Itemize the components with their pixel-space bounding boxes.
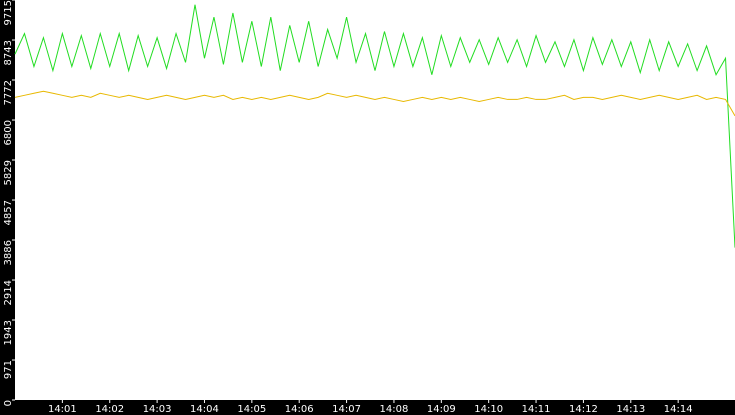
y-tick-label: 7772 [3, 80, 14, 105]
y-tick-label: 0 [3, 400, 14, 406]
x-tick-label: 14:08 [380, 404, 409, 415]
x-tick-label: 14:12 [569, 404, 598, 415]
x-tick-label: 14:07 [332, 404, 361, 415]
x-tick-label: 14:14 [664, 404, 693, 415]
x-tick-label: 14:02 [95, 404, 124, 415]
x-tick-label: 14:13 [616, 404, 645, 415]
x-tick-label: 14:10 [474, 404, 503, 415]
y-tick-label: 5829 [3, 160, 14, 185]
y-tick-label: 971 [3, 360, 14, 379]
y-tick-label: 3886 [3, 240, 14, 265]
x-tick-label: 14:01 [48, 404, 77, 415]
x-tick-label: 14:06 [285, 404, 314, 415]
series-line [14, 90, 735, 117]
y-tick-label: 8743 [3, 40, 14, 65]
x-tick-label: 14:05 [237, 404, 266, 415]
x-tick-label: 14:11 [522, 404, 551, 415]
x-tick-label: 14:04 [190, 404, 219, 415]
x-tick-label: 14:09 [427, 404, 456, 415]
y-tick-label: 6800 [3, 120, 14, 145]
plot-area [15, 0, 735, 400]
x-tick-label: 14:03 [143, 404, 172, 415]
series-line [14, 4, 735, 248]
y-tick-label: 4857 [3, 200, 14, 225]
y-tick-label: 2914 [3, 280, 14, 305]
y-tick-label: 9715 [3, 0, 14, 25]
y-tick-label: 1943 [3, 320, 14, 345]
